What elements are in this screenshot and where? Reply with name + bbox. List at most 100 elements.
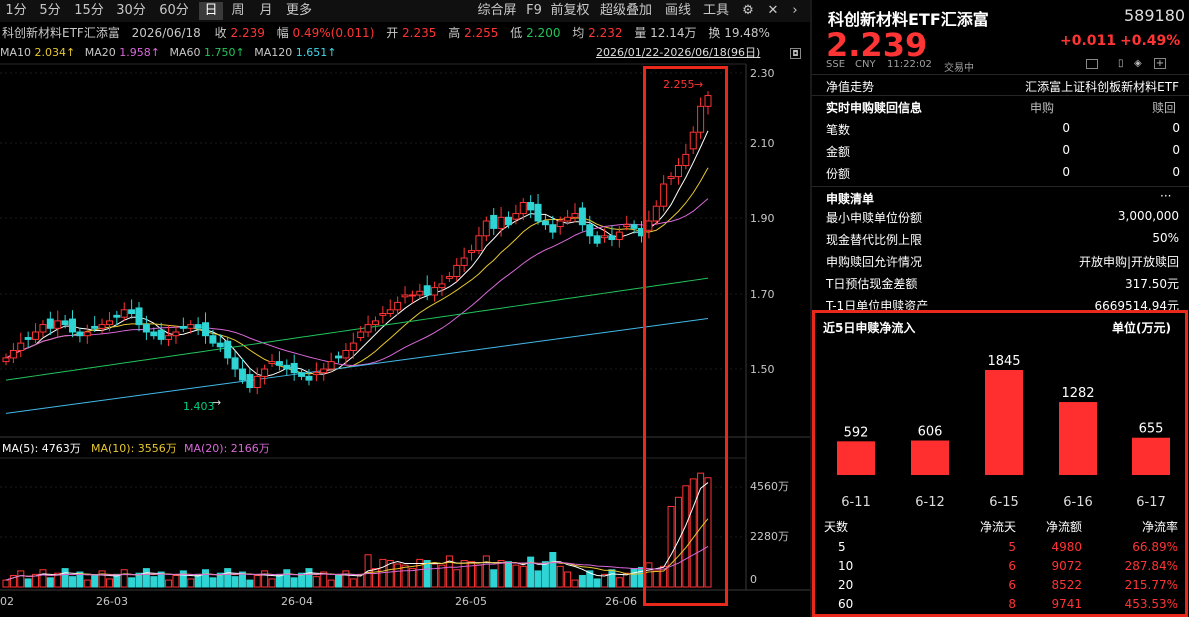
close-label: 收 [214,26,227,40]
gear-icon[interactable]: ⚙ [742,3,754,18]
price-tick: 2.30 [750,67,775,80]
flow-table-cell: 66.89% [1132,540,1178,554]
ma120-label: MA120 [254,46,293,59]
netflow-bar [1059,402,1097,475]
realtime-row-label: 份额 [826,167,851,181]
price-tick: 2.10 [750,137,775,150]
netflow-bar [985,370,1023,475]
period-60min[interactable]: 60分 [159,3,189,18]
realtime-row-label: 金额 [826,145,851,159]
bar-date: 2026/06/18 [131,26,201,40]
ma60-label: MA60 [169,46,201,59]
date-range[interactable]: 2026/01/22-2026/06/18(96日) [596,46,761,59]
add-icon[interactable]: + [1154,58,1166,69]
netflow-bar [911,440,949,475]
nav-label[interactable]: 净值走势 [826,80,875,94]
copy-icon[interactable] [1086,59,1098,69]
netflow-bar-label: 1845 [987,354,1020,369]
bell-icon[interactable]: ◈ [1134,58,1142,69]
redeem-row-label: 现金替代比例上限 [826,233,923,247]
flow-table-cell: 9072 [1051,559,1082,573]
quote-change-pct: +0.49% [1120,33,1181,49]
realtime-col-buy: 申购 [1030,101,1055,115]
tools-button[interactable]: 工具 [702,3,729,18]
ma10-label: MA10 [0,46,32,59]
period-30min[interactable]: 30分 [116,3,146,18]
lock-icon[interactable]: ◘ [790,48,801,59]
realtime-row-sell: 0 [1172,143,1180,157]
quote-price: 2.239 [826,26,928,64]
avg-label: 均 [572,26,585,40]
date-tick: 26-05 [455,595,487,608]
period-day[interactable]: 日 [199,2,223,20]
flow-table-cell: 6 [1008,559,1016,573]
realtime-row-sell: 0 [1172,165,1180,179]
redeem-list-title: 申赎清单 [826,192,875,206]
vol-label: 量 [634,26,647,40]
high-label: 高 [448,26,461,40]
currency: CNY [855,59,876,70]
date-tick: 26-03 [96,595,128,608]
overlay-button[interactable]: 超级叠加 [599,3,652,18]
flow-table-header: 净流率 [1141,520,1178,534]
period-week[interactable]: 周 [231,3,245,18]
bookmark-icon[interactable]: ▯ [1118,58,1124,69]
date-tick: 26-04 [281,595,313,608]
flow-table-cell: 9741 [1051,597,1082,611]
netflow-highlight-box [812,310,1188,617]
realtime-row-buy: 0 [1062,143,1070,157]
composite-screen-button[interactable]: 综合屏 [477,3,517,18]
redeem-row-label: T日预估现金差额 [826,277,918,291]
netflow-bar [837,441,875,475]
high-value: 2.255 [464,26,499,40]
amp-value: 0.49%(0.011) [292,26,375,40]
period-5min[interactable]: 5分 [39,3,61,18]
period-1min[interactable]: 1分 [5,3,27,18]
netflow-title: 近5日申赎净流入 [823,321,916,335]
quote-time: 11:22:02 [887,59,932,70]
redeem-row-value: 6669514.94元 [1094,299,1179,313]
highlight-box [643,66,728,606]
period-month[interactable]: 月 [259,3,273,18]
kline-panel: 1分 5分 15分 30分 60分 日 周 月 更多 综合屏 F9 前复权 超级… [0,0,810,608]
flow-table-cell: 4980 [1051,540,1082,554]
ma-legend: MA10 2.034↑ MA20 1.958↑ MA60 1.750↑ MA12… [0,44,760,62]
vol-ma5-label: MA(5): 4763万 [2,442,81,455]
chevron-right-icon[interactable]: › [792,3,798,18]
netflow-bar-label: 592 [844,425,869,440]
date-tick: 26-06 [605,595,637,608]
netflow-category-label: 6-15 [989,495,1019,510]
price-tick: 1.90 [750,212,775,225]
netflow-category-label: 6-11 [841,495,871,510]
flow-table-cell: 215.77% [1124,578,1178,592]
open-label: 开 [386,26,399,40]
period-more[interactable]: 更多 [285,3,312,18]
ma20-value: 1.958↑ [119,46,160,59]
redeem-row-label: T-1日单位申赎资产 [826,299,929,313]
quote-change: +0.011 [1060,33,1117,49]
quote-code: 589180 [1124,6,1186,25]
netflow-category-label: 6-12 [915,495,945,510]
low-label: 低 [510,26,523,40]
netflow-bar-label: 655 [1139,422,1164,437]
period-15min[interactable]: 15分 [74,3,104,18]
redeem-row-value: 317.50元 [1125,277,1179,291]
date-tick: 02 [0,595,14,608]
vol-tick: 2280万 [750,530,789,543]
adjust-button[interactable]: 前复权 [550,3,590,18]
realtime-row-label: 笔数 [826,123,851,137]
vol-tick: 0 [750,573,757,586]
close-icon[interactable]: ✕ [767,3,779,18]
vol-ma10-label: MA(10): 3556万 [91,442,177,455]
vol-ma20-label: MA(20): 2166万 [184,442,270,455]
flow-table-cell: 8522 [1051,578,1082,592]
netflow-bar-label: 606 [918,425,943,440]
more-icon[interactable]: ··· [1160,189,1172,203]
flow-table-header: 净流天 [979,520,1016,534]
redeem-row-label: 申购赎回允许情况 [826,255,923,269]
draw-line-button[interactable]: 画线 [664,3,691,18]
netflow-unit: 单位(万元) [1112,321,1171,335]
f9-button[interactable]: F9 [526,3,542,18]
period-toolbar: 1分 5分 15分 30分 60分 日 周 月 更多 综合屏 F9 前复权 超级… [0,0,810,22]
nav-fund[interactable]: 汇添富上证科创板新材料ETF [1025,80,1179,94]
